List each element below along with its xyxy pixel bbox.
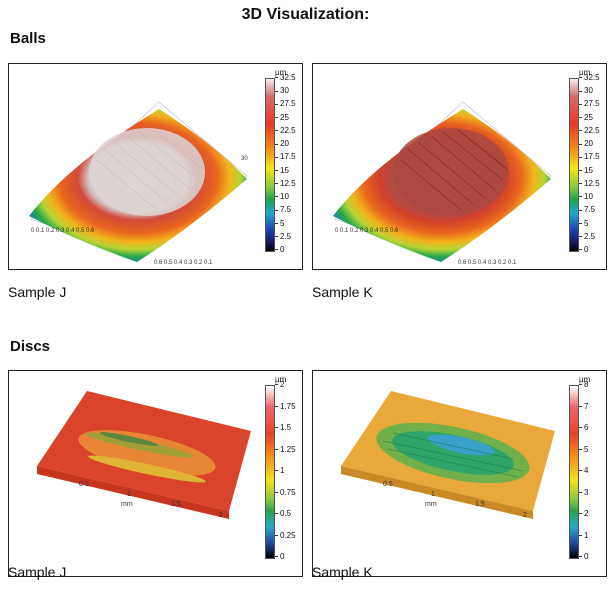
colorbar-tick-label: 30 (579, 87, 593, 95)
colorbar-tick-label: 8 (579, 381, 588, 389)
caption-ball-j: Sample J (8, 284, 67, 300)
colorbar-tick-label: 20 (579, 140, 593, 148)
colorbar-tick-label: 25 (275, 113, 289, 122)
disc-j-x-2: 1.5 (171, 501, 181, 508)
colorbar-tick-label: 27.5 (579, 100, 600, 108)
colorbar-tick-label: 2 (275, 381, 284, 389)
colorbar-tick-label: 22.5 (579, 126, 600, 135)
colorbar-tick-label: 32.5 (275, 74, 296, 82)
disc-sample-k-surface: 0.5 1 1.5 2 mm (341, 391, 555, 519)
disc-j-x-1: 1 (127, 491, 131, 498)
colorbar-tick-label: 1 (579, 531, 588, 540)
colorbar-tick-label: 3 (579, 488, 588, 497)
colorbar-tick-label: 2 (579, 510, 588, 518)
page-title: 3D Visualization: (241, 6, 370, 23)
colorbar-tick-label: 0 (579, 553, 588, 561)
disc-k-x-1: 1 (431, 491, 435, 498)
colorbar-tick-label: 0 (275, 246, 284, 254)
disc-sample-j-panel: 0.5 1 1.5 2 mm µm 2 1.75 1.5 1.25 1 0.75 0.5 0.… (8, 370, 303, 577)
disc-j-x-0: 0.5 (79, 481, 89, 488)
colorbar-tick-label: 17.5 (579, 153, 600, 161)
colorbar-tick-label: 15 (275, 166, 289, 175)
colorbar-tick-label: 32.5 (579, 74, 600, 82)
ball-j-colorbar (265, 78, 275, 252)
ball-sample-k-surface: 0 0.1 0.2 0.3 0.4 0.5 0.6 0.6 0.5 0.4 0.… (333, 101, 552, 266)
colorbar-tick-label: 5 (579, 445, 588, 454)
ball-sample-j-surface: 0 0.1 0.2 0.3 0.4 0.5 0.6 0.6 0.5 0.4 0.… (29, 101, 248, 266)
colorbar-tick-label: 0.25 (275, 531, 296, 540)
section-title-discs: Discs (10, 338, 51, 355)
colorbar-tick-label: 0.5 (275, 510, 291, 518)
disc-j-mm: mm (121, 501, 133, 508)
ball-sample-k-panel: 0 0.1 0.2 0.3 0.4 0.5 0.6 0.6 0.5 0.4 0.… (312, 63, 607, 270)
disc-k-x-3: 2 (523, 512, 527, 519)
disc-sample-j-surface: 0.5 1 1.5 2 mm (37, 391, 251, 519)
colorbar-tick-label: 15 (579, 166, 593, 175)
colorbar-tick-label: 30 (275, 87, 289, 95)
disc-k-mm: mm (425, 501, 437, 508)
disc-j-colorbar (265, 385, 275, 559)
colorbar-tick-label: 1.25 (275, 445, 296, 454)
colorbar-tick-label: 17.5 (275, 153, 296, 161)
disc-k-ticks: 8 7 6 5 4 3 2 1 0 (579, 381, 605, 561)
svg-text:0.6 0.5 0.4 0.3 0.2 0.1: 0.6 0.5 0.4 0.3 0.2 0.1 (458, 260, 517, 266)
ball-j-ticks: 32.5 30 27.5 25 22.5 20 17.5 15 12.5 10 7.5 5 2.5 0 (275, 74, 301, 254)
colorbar-tick-label: 0 (275, 553, 284, 561)
colorbar-tick-label: 2.5 (579, 232, 595, 241)
colorbar-tick-label: 25 (579, 113, 593, 122)
colorbar-tick-label: 2.5 (275, 232, 291, 241)
ball-k-colorbar (569, 78, 579, 252)
disc-k-x-2: 1.5 (475, 501, 485, 508)
colorbar-tick-label: 27.5 (275, 100, 296, 108)
colorbar-tick-label: 7.5 (579, 206, 595, 214)
colorbar-tick-label: 7 (579, 402, 588, 411)
colorbar-tick-label: 12.5 (579, 179, 600, 188)
ball-j-z-label: 30 (241, 156, 248, 162)
svg-text:0 0.1 0.2 0.3 0.4 0.5 0.6: 0 0.1 0.2 0.3 0.4 0.5 0.6 (31, 228, 95, 234)
disc-k-x-0: 0.5 (383, 481, 393, 488)
colorbar-tick-label: 5 (579, 219, 588, 228)
colorbar-tick-label: 4 (579, 467, 588, 475)
colorbar-tick-label: 12.5 (275, 179, 296, 188)
colorbar-tick-label: 0 (579, 246, 588, 254)
colorbar-tick-label: 10 (275, 193, 289, 201)
section-title-balls: Balls (10, 30, 46, 47)
disc-j-x-3: 2 (219, 512, 223, 519)
colorbar-tick-label: 1.5 (275, 424, 291, 432)
caption-ball-k: Sample K (312, 284, 373, 300)
colorbar-tick-label: 6 (579, 424, 588, 432)
colorbar-tick-label: 1 (275, 467, 284, 475)
colorbar-tick-label: 20 (275, 140, 289, 148)
colorbar-tick-label: 22.5 (275, 126, 296, 135)
colorbar-tick-label: 7.5 (275, 206, 291, 214)
disc-k-colorbar (569, 385, 579, 559)
colorbar-tick-label: 5 (275, 219, 284, 228)
svg-text:0.6 0.5 0.4 0.3 0.2 0.1: 0.6 0.5 0.4 0.3 0.2 0.1 (154, 260, 213, 266)
colorbar-tick-label: 10 (579, 193, 593, 201)
colorbar-tick-label: 0.75 (275, 488, 296, 497)
disc-j-ticks: 2 1.75 1.5 1.25 1 0.75 0.5 0.25 0 (275, 381, 301, 561)
caption-disc-j: Sample J (8, 564, 67, 580)
caption-disc-k: Sample K (312, 564, 373, 580)
ball-sample-j-panel: 0 0.1 0.2 0.3 0.4 0.5 0.6 0.6 0.5 0.4 0.… (8, 63, 303, 270)
ball-k-ticks: 32.5 30 27.5 25 22.5 20 17.5 15 12.5 10 7.5 5 2.5 0 (579, 74, 605, 254)
svg-text:0 0.1 0.2 0.3 0.4 0.5 0.6: 0 0.1 0.2 0.3 0.4 0.5 0.6 (335, 228, 399, 234)
colorbar-tick-label: 1.75 (275, 402, 296, 411)
